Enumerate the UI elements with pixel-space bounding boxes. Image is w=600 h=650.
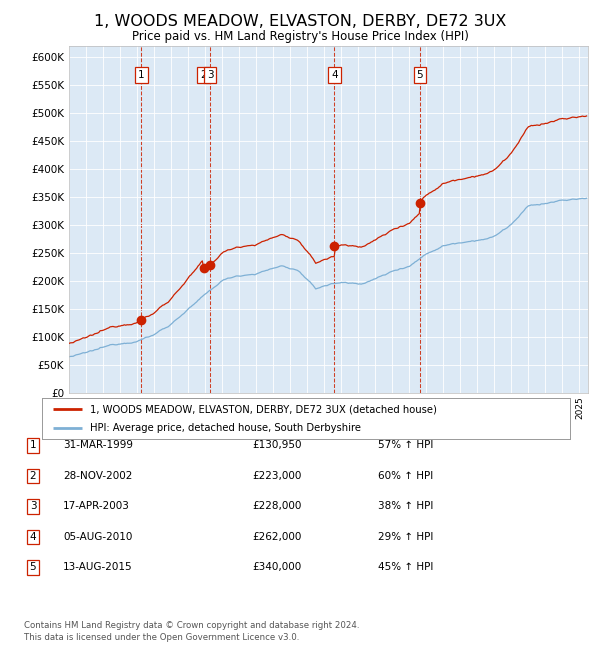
Text: Contains HM Land Registry data © Crown copyright and database right 2024.
This d: Contains HM Land Registry data © Crown c… xyxy=(24,621,359,642)
Text: 2: 2 xyxy=(29,471,37,481)
Text: 3: 3 xyxy=(29,501,37,512)
Text: £228,000: £228,000 xyxy=(252,501,301,512)
Text: 4: 4 xyxy=(331,70,338,80)
Text: 2: 2 xyxy=(200,70,207,80)
Text: 3: 3 xyxy=(207,70,214,80)
Text: 1: 1 xyxy=(138,70,145,80)
Text: 38% ↑ HPI: 38% ↑ HPI xyxy=(378,501,433,512)
Text: 45% ↑ HPI: 45% ↑ HPI xyxy=(378,562,433,573)
Text: 31-MAR-1999: 31-MAR-1999 xyxy=(63,440,133,450)
Text: 29% ↑ HPI: 29% ↑ HPI xyxy=(378,532,433,542)
Text: £262,000: £262,000 xyxy=(252,532,301,542)
Text: 5: 5 xyxy=(416,70,423,80)
Text: HPI: Average price, detached house, South Derbyshire: HPI: Average price, detached house, Sout… xyxy=(89,423,361,433)
Text: 05-AUG-2010: 05-AUG-2010 xyxy=(63,532,133,542)
Text: 4: 4 xyxy=(29,532,37,542)
Text: 1, WOODS MEADOW, ELVASTON, DERBY, DE72 3UX: 1, WOODS MEADOW, ELVASTON, DERBY, DE72 3… xyxy=(94,14,506,29)
Text: 13-AUG-2015: 13-AUG-2015 xyxy=(63,562,133,573)
Text: 1, WOODS MEADOW, ELVASTON, DERBY, DE72 3UX (detached house): 1, WOODS MEADOW, ELVASTON, DERBY, DE72 3… xyxy=(89,404,436,414)
Text: 1: 1 xyxy=(29,440,37,450)
Text: £223,000: £223,000 xyxy=(252,471,301,481)
Text: 28-NOV-2002: 28-NOV-2002 xyxy=(63,471,133,481)
Text: 5: 5 xyxy=(29,562,37,573)
Text: 17-APR-2003: 17-APR-2003 xyxy=(63,501,130,512)
Text: 60% ↑ HPI: 60% ↑ HPI xyxy=(378,471,433,481)
Text: £130,950: £130,950 xyxy=(252,440,302,450)
Text: £340,000: £340,000 xyxy=(252,562,301,573)
Text: 57% ↑ HPI: 57% ↑ HPI xyxy=(378,440,433,450)
Text: Price paid vs. HM Land Registry's House Price Index (HPI): Price paid vs. HM Land Registry's House … xyxy=(131,30,469,43)
